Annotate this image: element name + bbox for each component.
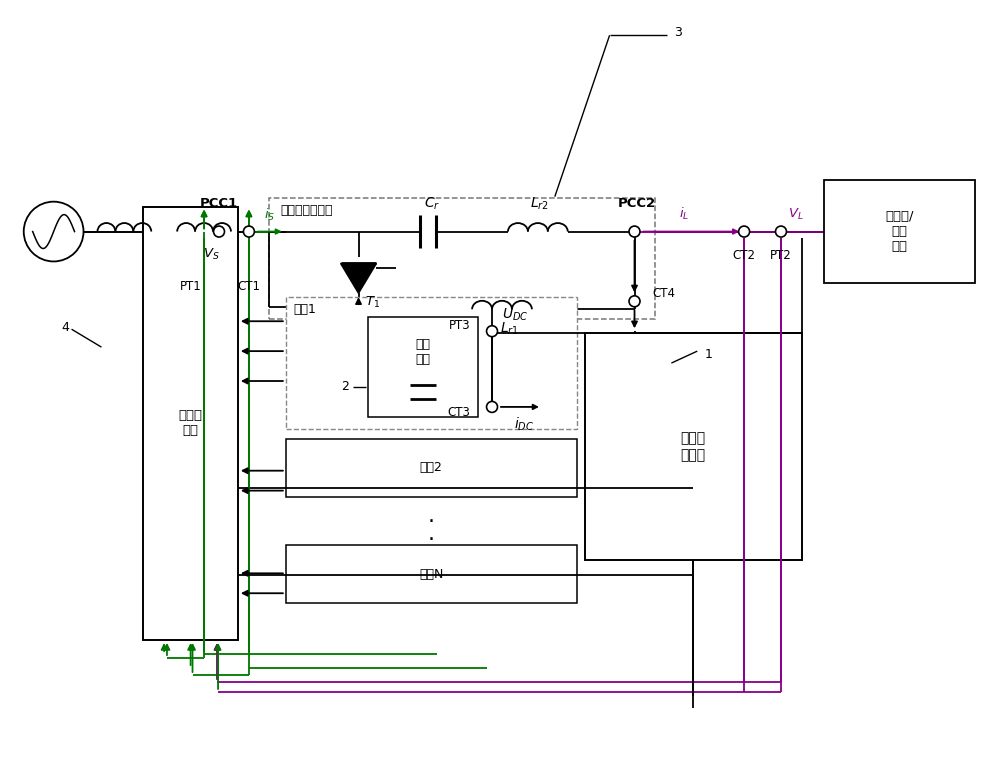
Text: $L_{r1}$: $L_{r1}$	[500, 321, 519, 338]
Text: CT1: CT1	[237, 280, 260, 293]
Text: PT3: PT3	[448, 318, 470, 331]
Text: 模块N: 模块N	[419, 568, 443, 581]
Text: 3: 3	[674, 26, 682, 38]
Text: 模块1: 模块1	[294, 303, 317, 316]
Bar	[269, 198, 655, 319]
Text: CT3: CT3	[447, 406, 470, 419]
Bar	[143, 207, 238, 640]
Bar	[286, 439, 577, 497]
Text: $V_S$: $V_S$	[203, 247, 219, 262]
Text: $L_{r2}$: $L_{r2}$	[530, 195, 549, 211]
Text: 非线性/
敏感
负荷: 非线性/ 敏感 负荷	[885, 210, 914, 253]
Text: $C_r$: $C_r$	[424, 195, 440, 211]
Polygon shape	[341, 264, 376, 293]
Circle shape	[243, 226, 254, 237]
Text: $i_{DC}$: $i_{DC}$	[514, 415, 534, 432]
Circle shape	[487, 326, 498, 337]
Text: 主控制
系统: 主控制 系统	[179, 409, 203, 438]
Text: 1: 1	[704, 348, 712, 361]
Text: $T_1$: $T_1$	[365, 295, 380, 310]
Text: ·: ·	[428, 512, 435, 532]
Text: 2: 2	[341, 381, 349, 394]
Bar	[824, 180, 975, 283]
Text: PCC1: PCC1	[200, 197, 238, 210]
Text: 模块2: 模块2	[420, 461, 443, 474]
Bar	[286, 545, 577, 603]
Text: PT2: PT2	[770, 249, 792, 262]
Circle shape	[776, 226, 786, 237]
Text: ·: ·	[428, 531, 435, 551]
Circle shape	[629, 296, 640, 307]
Bar	[286, 298, 577, 429]
Text: CT4: CT4	[652, 287, 675, 300]
Circle shape	[487, 401, 498, 412]
Text: $U_{DC}$: $U_{DC}$	[502, 307, 528, 324]
Bar	[585, 333, 802, 561]
Text: 4: 4	[62, 321, 70, 334]
Text: $i_S$: $i_S$	[264, 207, 275, 223]
Text: $V_L$: $V_L$	[788, 207, 804, 222]
Text: PT1: PT1	[180, 280, 202, 293]
Circle shape	[214, 226, 224, 237]
Bar	[368, 318, 478, 417]
Text: 储能
单元: 储能 单元	[416, 338, 431, 366]
Text: 谐振型电子开关: 谐振型电子开关	[281, 204, 333, 217]
Text: 电压源
变流器: 电压源 变流器	[681, 431, 706, 462]
Circle shape	[24, 201, 84, 261]
Text: $i_L$: $i_L$	[679, 205, 689, 221]
Circle shape	[629, 226, 640, 237]
Text: CT2: CT2	[733, 249, 756, 262]
Text: PCC2: PCC2	[617, 197, 656, 210]
Circle shape	[739, 226, 750, 237]
